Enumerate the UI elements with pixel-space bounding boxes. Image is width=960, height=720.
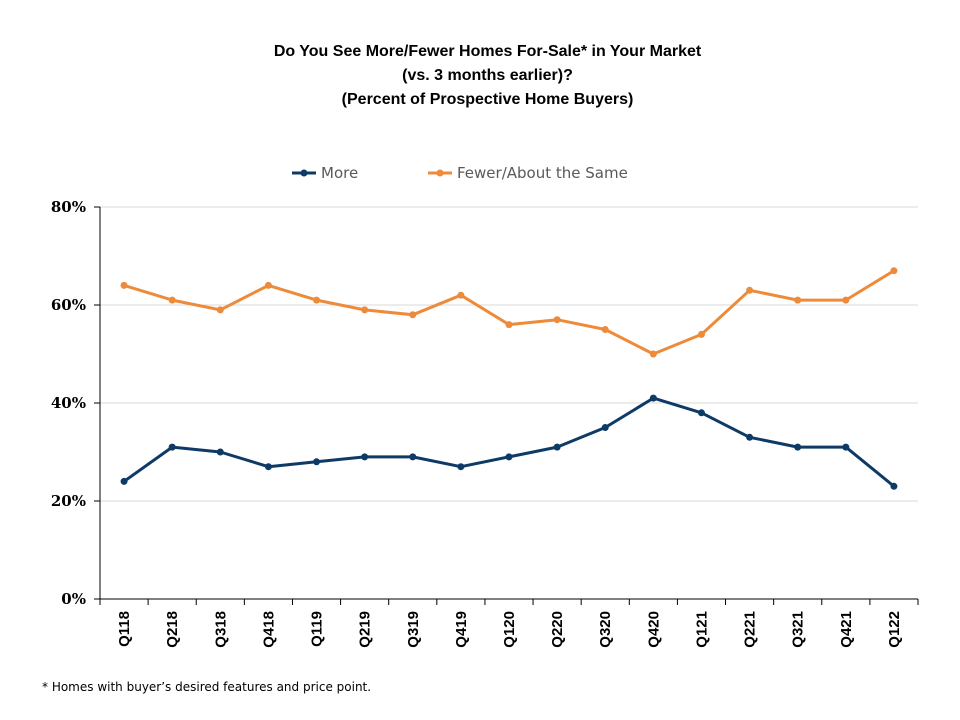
data-point — [601, 424, 609, 431]
legend-swatch-marker — [300, 169, 308, 177]
x-tick-label: Q122 — [886, 611, 903, 648]
data-point — [361, 453, 369, 461]
x-tick-label: Q318 — [212, 611, 229, 648]
data-point — [216, 448, 224, 456]
chart-title: Do You See More/Fewer Homes For-Sale* in… — [0, 40, 960, 112]
legend-label: Fewer/About the Same — [457, 164, 628, 182]
legend-label: More — [321, 164, 358, 182]
data-point — [697, 409, 705, 417]
data-point — [505, 453, 513, 461]
x-tick-label: Q118 — [116, 611, 133, 647]
x-tick-label: Q421 — [838, 611, 855, 648]
data-point — [890, 482, 898, 490]
x-tick-label: Q320 — [597, 611, 614, 648]
chart-title-line-1: Do You See More/Fewer Homes For-Sale* in… — [273, 43, 702, 60]
data-point — [794, 296, 802, 304]
y-tick-label: 0% — [61, 590, 86, 608]
x-tick-label: Q319 — [405, 611, 422, 648]
x-tick-label: Q418 — [260, 611, 277, 648]
data-point — [168, 296, 176, 304]
x-tick-label: Q121 — [693, 611, 710, 648]
data-point — [842, 443, 850, 451]
series-group — [120, 267, 898, 490]
data-point — [361, 306, 369, 314]
data-point — [264, 463, 272, 471]
data-point — [457, 291, 465, 299]
data-point — [697, 330, 705, 338]
data-point — [649, 350, 657, 358]
data-point — [553, 316, 561, 324]
x-tick-label: Q321 — [790, 611, 807, 648]
data-point — [409, 311, 417, 319]
data-point — [457, 463, 465, 471]
legend-swatch-marker — [436, 169, 444, 177]
data-point — [409, 453, 417, 461]
x-tick-label: Q221 — [742, 611, 759, 648]
y-tick-label: 40% — [51, 394, 86, 412]
gridlines — [100, 206, 918, 502]
data-point — [842, 296, 850, 304]
chart-title-line-2: (vs. 3 months earlier)? — [402, 67, 573, 84]
y-tick-label: 20% — [51, 492, 86, 510]
x-tick-label: Q219 — [357, 611, 374, 648]
data-point — [649, 394, 657, 402]
data-point — [313, 458, 321, 466]
y-tick-label: 60% — [51, 296, 86, 314]
data-point — [794, 443, 802, 451]
legend: More Fewer/About the Same — [292, 164, 628, 182]
footnote: * Homes with buyer’s desired features an… — [42, 680, 372, 694]
data-point — [553, 443, 561, 451]
chart-title-line-3: (Percent of Prospective Home Buyers) — [341, 91, 634, 108]
data-point — [216, 306, 224, 314]
y-axis-ticks: 0% 20% 40% 60% 80% — [51, 198, 100, 608]
x-tick-label: Q419 — [453, 611, 470, 648]
x-tick-label: Q420 — [645, 611, 662, 648]
data-point — [746, 433, 754, 441]
x-axis-ticks: Q118 Q218 Q318 Q418 Q119 Q219 Q319 Q419 Q120 Q220… — [99, 599, 919, 648]
data-point — [601, 326, 609, 333]
series-line-0 — [122, 396, 896, 488]
data-point — [890, 267, 898, 275]
x-tick-label: Q120 — [501, 611, 518, 648]
x-tick-label: Q119 — [309, 611, 326, 647]
data-point — [313, 296, 321, 304]
y-tick-label: 80% — [51, 198, 86, 216]
series-line-1 — [122, 269, 896, 356]
data-point — [120, 477, 128, 485]
x-tick-label: Q220 — [549, 611, 566, 648]
data-point — [168, 443, 176, 451]
data-point — [264, 281, 272, 289]
data-point — [746, 286, 754, 294]
data-point — [120, 281, 128, 289]
data-point — [505, 321, 513, 329]
x-tick-label: Q218 — [164, 611, 181, 648]
